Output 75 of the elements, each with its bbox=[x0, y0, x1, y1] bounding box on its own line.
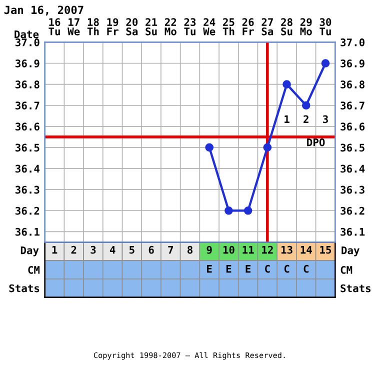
x-tick-label: 23 Tu bbox=[184, 18, 196, 36]
y2-tick-label: 36.8 bbox=[340, 80, 364, 88]
x2-tick-label: 15 bbox=[320, 246, 332, 254]
annotation: 1 bbox=[284, 115, 290, 123]
x2-tick-label: 12 bbox=[262, 246, 273, 254]
annotation: 3 bbox=[322, 115, 328, 124]
y2-tick-label: 36.9 bbox=[340, 59, 364, 68]
y-tick-label: 36.9 bbox=[16, 59, 40, 68]
y-tick-label: 36.7 bbox=[16, 102, 40, 110]
x2-tick-label: 2 bbox=[71, 246, 76, 254]
x2-tick-label: 3 bbox=[90, 246, 96, 254]
x2-tick-label: 13 bbox=[281, 246, 292, 254]
category-label: CM bbox=[340, 266, 352, 274]
x2-tick-label: 4 bbox=[110, 246, 116, 254]
x-axis-title: Date bbox=[14, 30, 39, 38]
point bbox=[205, 143, 214, 152]
point bbox=[302, 101, 310, 110]
y2-tick-label: 36.2 bbox=[340, 206, 364, 215]
x2-tick-label: 7 bbox=[168, 246, 173, 254]
text: C bbox=[284, 264, 290, 273]
annotation: 2 bbox=[304, 115, 308, 123]
x-tick-label: 30 Tu bbox=[320, 18, 332, 36]
category-label: Stats bbox=[9, 284, 40, 292]
x2-axis-title: Day bbox=[20, 246, 39, 256]
point bbox=[282, 80, 291, 88]
y2-tick-label: 36.5 bbox=[340, 144, 364, 152]
y2-tick-label: 36.3 bbox=[340, 186, 364, 194]
text: E bbox=[226, 265, 232, 273]
point bbox=[321, 59, 330, 68]
text: E bbox=[207, 265, 212, 273]
point bbox=[244, 206, 252, 215]
x-tick-label: 19 Fr bbox=[107, 18, 118, 36]
y-tick-label: 36.1 bbox=[16, 228, 40, 236]
text: C bbox=[265, 264, 270, 273]
category-label: CM bbox=[28, 266, 40, 274]
x2-tick-label: 11 bbox=[242, 246, 254, 254]
y2-tick-label: 36.7 bbox=[340, 102, 364, 110]
x-tick-label: 24 We bbox=[203, 18, 216, 36]
x2-tick-label: 10 bbox=[223, 246, 234, 254]
x-tick-label: 17 We bbox=[68, 18, 80, 36]
y2-tick-label: 36.1 bbox=[340, 228, 365, 236]
annotation: DPO bbox=[307, 138, 325, 146]
x-tick-label: 16 Tu bbox=[48, 18, 60, 36]
x-tick-label: 18 Th bbox=[87, 18, 99, 36]
x-tick-label: 27 Sa bbox=[262, 18, 274, 36]
x2-tick-label: 14 bbox=[300, 246, 312, 254]
x-tick-label: 25 Th bbox=[222, 18, 234, 36]
x2-tick-label: 9 bbox=[206, 246, 212, 254]
x-tick-label: 29 Mo bbox=[300, 18, 312, 36]
x2-tick-label: 1 bbox=[52, 246, 58, 254]
text: Day bbox=[342, 246, 360, 256]
x-tick-label: 20 Sa bbox=[126, 18, 138, 36]
x-tick-label: 26 Fr bbox=[242, 18, 254, 36]
x-tick-label: 22 Mo bbox=[164, 18, 176, 36]
x2-tick-label: 5 bbox=[130, 246, 134, 254]
y-tick-label: 36.4 bbox=[16, 164, 40, 173]
y-tick-label: 36.6 bbox=[16, 122, 40, 131]
x2-tick-label: 8 bbox=[188, 246, 192, 254]
y-tick-label: 36.3 bbox=[16, 186, 40, 194]
y-tick-label: 37.0 bbox=[16, 38, 40, 46]
x-tick-label: 21 Su bbox=[146, 18, 158, 36]
y-tick-label: 36.5 bbox=[16, 144, 40, 152]
y2-tick-label: 36.6 bbox=[340, 122, 365, 131]
y2-tick-label: 36.4 bbox=[340, 164, 365, 173]
point bbox=[224, 206, 233, 215]
text: E bbox=[246, 265, 251, 273]
x2-tick-label: 6 bbox=[148, 246, 154, 254]
y2-tick-label: 37.0 bbox=[340, 38, 364, 46]
category-label: Stats bbox=[340, 284, 371, 292]
y-tick-label: 36.2 bbox=[16, 206, 40, 215]
text: C bbox=[304, 264, 308, 273]
chart-title: Jan 16, 2007 bbox=[4, 6, 84, 16]
x-tick-label: 28 Su bbox=[281, 18, 292, 36]
y-tick-label: 36.8 bbox=[16, 80, 40, 88]
point bbox=[263, 143, 272, 152]
